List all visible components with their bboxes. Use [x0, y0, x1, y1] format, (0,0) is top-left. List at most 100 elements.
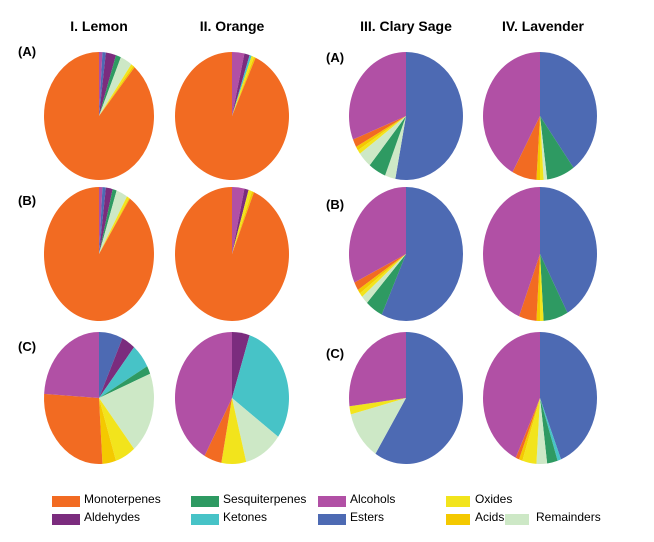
pie-slice-remainders [385, 116, 406, 179]
pie-slice-ketones [232, 335, 289, 437]
pie-slice-sesquiterpenes [99, 55, 121, 116]
pie-slice-aldehydes [232, 188, 249, 254]
pie-slice-alcohols [44, 332, 99, 398]
pie-slice-alcohols [483, 52, 540, 173]
legend-label-alcohols: Alcohols [350, 492, 395, 506]
legend-label-monoterpenes: Monoterpenes [84, 492, 161, 506]
pie-slice-aldehydes [99, 338, 135, 398]
pie-slice-esters [99, 187, 106, 254]
pie-iv-lavender-c [482, 332, 598, 465]
pie-slice-oxides [99, 398, 135, 461]
pie-slice-remainders [350, 398, 406, 454]
pie-slice-alcohols [232, 187, 245, 254]
legend-label-aldehydes: Aldehydes [84, 510, 140, 524]
pie-slice-oxides [99, 196, 130, 254]
pie-slice-acids [99, 398, 116, 464]
legend-swatch-aldehydes [52, 514, 80, 525]
legend-label-oxides: Oxides [475, 492, 512, 506]
pie-slice-esters [540, 187, 597, 313]
pie-slice-oxides [522, 398, 540, 464]
pie-slice-alcohols [348, 187, 406, 283]
pie-slice-sesquiterpenes [366, 254, 406, 315]
legend-label-acids: Acids [475, 510, 504, 524]
pie-ii-orange-c [174, 332, 289, 465]
pie-slice-monoterpenes [175, 52, 290, 180]
pie-slice-monoterpenes [175, 187, 290, 321]
pie-slice-alcohols [482, 332, 540, 458]
pie-slice-acids [99, 197, 130, 254]
row-label-right-c: (C) [326, 346, 344, 361]
pie-slice-remainders [536, 398, 548, 465]
pie-slice-acids [232, 191, 254, 254]
pie-i-lemon-a [44, 52, 155, 181]
legend-swatch-remainders [505, 514, 529, 525]
row-label-left-c: (C) [18, 339, 36, 354]
row-label-left-b: (B) [18, 193, 36, 208]
pie-slice-esters [540, 332, 598, 460]
pie-slice-alcohols [174, 332, 232, 456]
pie-slice-oxides [221, 398, 247, 465]
legend-swatch-ketones [191, 514, 219, 525]
pie-slice-alcohols [99, 187, 103, 254]
legend: Monoterpenes Aldehydes Sesquiterpenes Keton… [52, 492, 601, 525]
pie-slice-ketones [99, 347, 148, 398]
legend-label-remainders: Remainders [536, 510, 601, 524]
pie-slice-aldehydes [99, 187, 113, 254]
pie-slice-monoterpenes [512, 116, 540, 180]
pie-iv-lavender-b [482, 187, 597, 321]
pie-slice-acids [232, 56, 256, 116]
pie-slice-monoterpenes [44, 393, 103, 464]
row-label-right-b: (B) [326, 197, 344, 212]
pie-slice-oxides [349, 398, 406, 415]
pie-slice-aldehydes [99, 52, 116, 116]
column-title-lavender: IV. Lavender [502, 18, 585, 34]
pie-iii-clary-sage-b [348, 187, 464, 321]
pie-slice-oxides [540, 116, 544, 180]
pie-slice-aldehydes [232, 53, 250, 116]
pie-slice-sesquiterpenes [540, 116, 574, 180]
pie-slice-alcohols [349, 332, 406, 407]
pie-slice-remainders [540, 116, 548, 180]
pie-slice-alcohols [482, 187, 540, 317]
column-title-orange: II. Orange [200, 18, 265, 34]
pie-slice-oxides [359, 254, 406, 297]
pie-slice-monoterpenes [519, 254, 540, 321]
row-label-left-a: (A) [18, 44, 36, 59]
pie-slice-sesquiterpenes [369, 116, 406, 176]
pie-slice-acids [99, 65, 135, 116]
pie-slice-oxides [232, 189, 252, 254]
pie-slice-oxides [540, 254, 544, 321]
legend-label-esters: Esters [350, 510, 384, 524]
pie-ii-orange-a [175, 52, 290, 180]
pie-slice-oxides [99, 64, 134, 116]
pie-iii-clary-sage-a [348, 51, 463, 180]
legend-swatch-esters [318, 514, 346, 525]
pie-slice-remainders [99, 57, 132, 116]
pie-slice-esters [99, 332, 123, 398]
pie-slice-remainders [359, 116, 406, 166]
pie-slice-monoterpenes [204, 398, 232, 463]
legend-swatch-oxides [446, 496, 470, 507]
pie-slice-sesquiterpenes [540, 398, 558, 464]
legend-swatch-monoterpenes [52, 496, 80, 507]
pie-slice-alcohols [99, 52, 103, 116]
pie-iv-lavender-a [483, 52, 597, 180]
pie-slice-oxides [232, 55, 254, 116]
pie-slice-acids [536, 254, 540, 321]
legend-label-ketones: Ketones [223, 510, 267, 524]
pie-slice-acids [357, 254, 406, 294]
pie-iii-clary-sage-c [349, 332, 463, 464]
pie-slice-monoterpenes [515, 398, 540, 460]
legend-label-sesquiterpenes: Sesquiterpenes [223, 492, 306, 506]
pie-slice-alcohols [348, 51, 406, 140]
pie-slice-oxides [357, 116, 406, 154]
column-title-clary-sage: III. Clary Sage [360, 18, 452, 34]
pie-ii-orange-b [175, 187, 290, 321]
pie-i-lemon-b [43, 186, 154, 321]
pie-slice-esters [375, 332, 463, 464]
pie-i-lemon-c [44, 332, 155, 464]
legend-swatch-sesquiterpenes [191, 496, 219, 507]
legend-swatch-acids [446, 514, 470, 525]
pie-slice-monoterpenes [44, 52, 155, 181]
